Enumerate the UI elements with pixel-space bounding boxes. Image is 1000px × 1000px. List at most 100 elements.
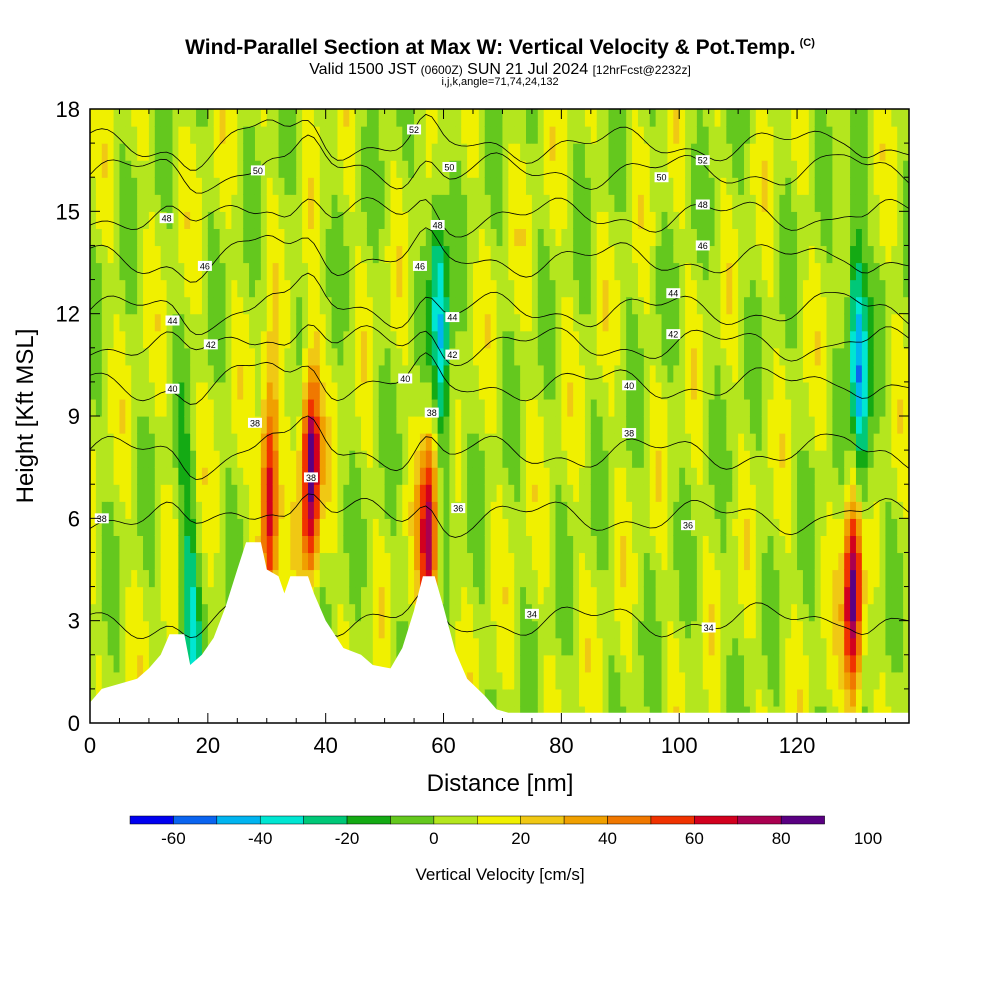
field-cell <box>649 518 657 536</box>
field-cell <box>838 347 845 366</box>
field-cell <box>685 654 692 673</box>
field-cell <box>160 296 168 315</box>
field-cell <box>319 501 327 519</box>
field-cell <box>143 381 150 400</box>
field-cell <box>537 330 545 349</box>
field-cell <box>184 279 191 298</box>
field-cell <box>802 313 810 332</box>
field-cell <box>472 467 480 485</box>
field-cell <box>514 109 521 127</box>
field-cell <box>355 330 362 349</box>
field-cell <box>667 433 674 451</box>
field-cell <box>508 228 515 247</box>
field-cell <box>308 484 315 502</box>
field-cell <box>561 416 568 434</box>
field-cell <box>284 433 291 451</box>
field-cell <box>478 620 486 639</box>
field-cell <box>213 603 221 622</box>
field-cell <box>131 416 138 434</box>
field-cell <box>272 381 280 400</box>
field-cell <box>143 552 150 571</box>
field-cell <box>90 330 97 349</box>
field-cell <box>378 177 386 195</box>
field-cell <box>137 603 144 622</box>
field-cell <box>514 313 521 332</box>
field-cell <box>679 126 686 144</box>
field-cell <box>384 177 392 195</box>
field-cell <box>779 569 786 588</box>
field-cell <box>278 296 286 315</box>
field-cell <box>720 501 727 519</box>
field-cell <box>119 262 126 281</box>
field-cell <box>137 262 144 281</box>
field-cell <box>201 569 209 588</box>
field-cell <box>637 688 645 707</box>
field-cell <box>726 467 733 485</box>
field-cell <box>714 245 722 264</box>
field-cell <box>797 603 804 622</box>
field-cell <box>361 569 368 588</box>
field-cell <box>107 296 115 315</box>
field-cell <box>590 586 598 605</box>
field-cell <box>814 433 822 451</box>
field-cell <box>219 143 227 161</box>
field-cell <box>490 109 498 127</box>
field-cell <box>797 433 804 451</box>
field-cell <box>484 330 492 349</box>
field-cell <box>437 177 445 195</box>
field-cell <box>596 501 604 519</box>
field-cell <box>749 296 757 315</box>
field-cell <box>696 143 704 161</box>
field-cell <box>685 228 692 247</box>
field-cell <box>685 194 692 212</box>
field-cell <box>337 450 344 468</box>
field-cell <box>95 160 103 178</box>
field-cell <box>302 313 309 332</box>
field-cell <box>885 552 892 571</box>
field-cell <box>526 313 533 332</box>
field-cell <box>891 109 898 127</box>
field-cell <box>95 109 103 127</box>
field-cell <box>343 245 350 264</box>
field-cell <box>773 160 780 178</box>
field-cell <box>355 433 362 451</box>
field-cell <box>308 109 315 127</box>
field-cell <box>879 228 887 247</box>
field-cell <box>679 381 686 400</box>
field-cell <box>879 177 887 195</box>
field-cell <box>467 433 474 451</box>
field-cell <box>231 279 238 298</box>
field-cell <box>797 211 804 229</box>
field-cell <box>767 330 775 349</box>
field-cell <box>467 620 474 639</box>
field-cell <box>249 177 256 195</box>
field-cell <box>885 688 892 707</box>
field-cell <box>184 603 191 622</box>
field-cell <box>826 109 834 127</box>
field-cell <box>272 484 280 502</box>
field-cell <box>95 501 103 519</box>
field-cell <box>903 398 909 417</box>
field-cell <box>260 296 268 315</box>
field-cell <box>838 620 845 639</box>
field-cell <box>278 279 286 298</box>
field-cell <box>649 654 657 673</box>
field-cell <box>755 160 763 178</box>
field-cell <box>402 501 409 519</box>
field-cell <box>390 228 397 247</box>
field-cell <box>855 433 863 451</box>
field-cell <box>537 109 545 127</box>
field-cell <box>278 347 286 366</box>
field-cell <box>196 450 203 468</box>
field-cell <box>178 381 185 400</box>
field-cell <box>549 518 557 536</box>
field-cell <box>702 313 710 332</box>
field-cell <box>726 501 733 519</box>
field-cell <box>749 535 757 554</box>
field-cell <box>844 296 851 315</box>
field-cell <box>166 484 174 502</box>
field-cell <box>313 177 321 195</box>
field-cell <box>260 330 268 349</box>
field-cell <box>443 194 451 212</box>
field-cell <box>414 313 421 332</box>
